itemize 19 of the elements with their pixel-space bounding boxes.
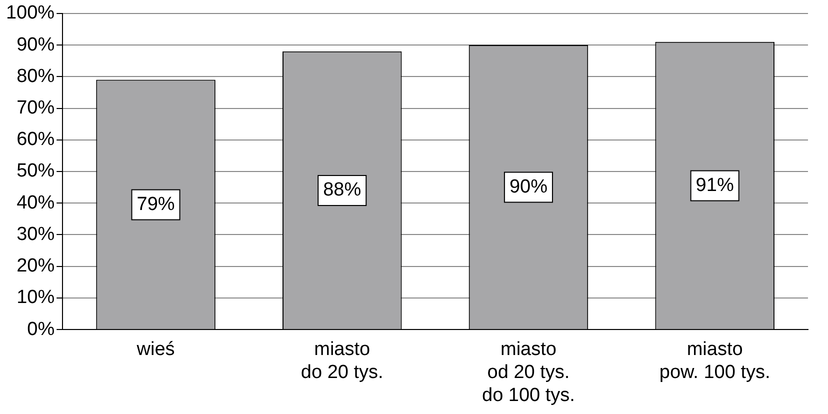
y-tick-label: 20% <box>16 256 55 277</box>
y-tick-label: 50% <box>16 160 55 182</box>
x-tick-label: wieś <box>136 339 175 360</box>
y-tick-label: 70% <box>16 97 55 118</box>
x-tick-label: miasto do 20 tys. <box>300 339 384 384</box>
y-tick-label: 90% <box>16 34 55 56</box>
y-tick-label: 10% <box>16 287 55 308</box>
y-tick-label: 80% <box>16 66 55 87</box>
data-label: 90% <box>509 176 548 198</box>
y-tick-label: 40% <box>16 192 55 214</box>
data-label: 91% <box>696 174 734 196</box>
y-tick-label: 30% <box>16 224 55 245</box>
y-tick-label: 60% <box>16 129 55 150</box>
y-tick-label: 100% <box>6 2 55 24</box>
x-tick-label: miasto od 20 tys. do 100 tys. <box>482 339 575 406</box>
x-tick-label: miasto pow. 100 tys. <box>659 339 770 384</box>
y-tick-label: 0% <box>27 318 55 340</box>
data-label: 79% <box>136 194 175 215</box>
data-label: 88% <box>323 180 362 201</box>
